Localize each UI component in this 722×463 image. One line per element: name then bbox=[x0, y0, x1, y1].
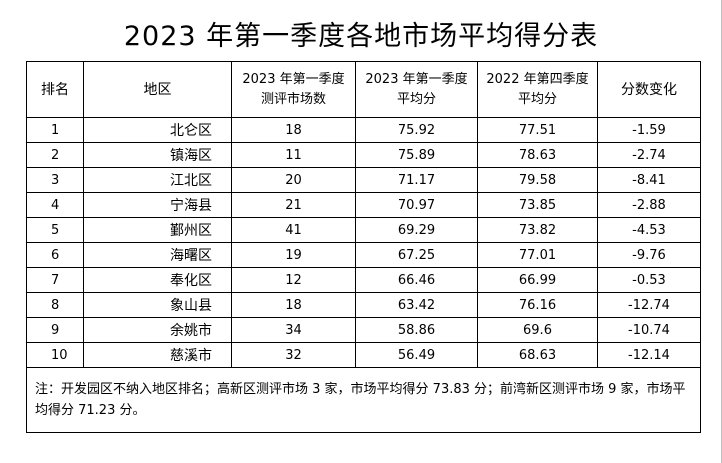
cell-region: 象山县 bbox=[83, 292, 232, 318]
page-title: 2023 年第一季度各地市场平均得分表 bbox=[123, 21, 599, 52]
cell-region: 余姚市 bbox=[83, 317, 232, 343]
cell-q4-average: 73.82 bbox=[477, 217, 598, 243]
cell-q4-average: 69.6 bbox=[477, 317, 598, 343]
table-row: 5 鄞州区 41 69.29 73.82 -4.53 bbox=[26, 217, 701, 243]
cell-score-change: -0.53 bbox=[597, 267, 701, 293]
cell-rank: 6 bbox=[26, 242, 84, 268]
cell-q1-average: 63.42 bbox=[355, 292, 478, 318]
cell-region: 北仑区 bbox=[83, 117, 232, 143]
table-row: 6 海曙区 19 67.25 77.01 -9.76 bbox=[26, 242, 701, 268]
table-row: 10 慈溪市 32 56.49 68.63 -12.14 bbox=[26, 342, 701, 368]
header-market-count-line1: 2023 年第一季度 bbox=[242, 71, 345, 87]
cell-rank: 10 bbox=[26, 342, 84, 368]
header-q4-average: 2022 年第四季度 平均分 bbox=[477, 61, 598, 118]
cell-score-change: -9.76 bbox=[597, 242, 701, 268]
cell-rank: 7 bbox=[26, 267, 84, 293]
cell-rank: 2 bbox=[26, 142, 84, 168]
cell-q4-average: 77.51 bbox=[477, 117, 598, 143]
cell-q1-average: 69.29 bbox=[355, 217, 478, 243]
cell-region: 慈溪市 bbox=[83, 342, 232, 368]
header-rank: 排名 bbox=[26, 61, 84, 118]
cell-rank: 9 bbox=[26, 317, 84, 343]
table-footer: 注：开发园区不纳入地区排名；高新区测评市场 3 家，市场平均得分 73.83 分… bbox=[26, 367, 701, 433]
cell-q1-average: 70.97 bbox=[355, 192, 478, 218]
header-score-change: 分数变化 bbox=[597, 61, 701, 118]
cell-q4-average: 79.58 bbox=[477, 167, 598, 193]
cell-market-count: 20 bbox=[231, 167, 356, 193]
table-row: 7 奉化区 12 66.46 66.99 -0.53 bbox=[26, 267, 701, 293]
header-q4-average-line1: 2022 年第四季度 bbox=[486, 71, 589, 87]
cell-market-count: 12 bbox=[231, 267, 356, 293]
header-q1-average-line1: 2023 年第一季度 bbox=[365, 71, 468, 87]
header-q1-average-line2: 平均分 bbox=[396, 91, 436, 107]
cell-q1-average: 56.49 bbox=[355, 342, 478, 368]
header-q4-average-line2: 平均分 bbox=[517, 91, 557, 107]
cell-rank: 4 bbox=[26, 192, 84, 218]
table-row: 2 镇海区 11 75.89 78.63 -2.74 bbox=[26, 142, 701, 168]
cell-q4-average: 76.16 bbox=[477, 292, 598, 318]
cell-q1-average: 71.17 bbox=[355, 167, 478, 193]
cell-score-change: -12.14 bbox=[597, 342, 701, 368]
cell-market-count: 18 bbox=[231, 117, 356, 143]
cell-market-count: 41 bbox=[231, 217, 356, 243]
cell-rank: 5 bbox=[26, 217, 84, 243]
header-market-count-line2: 测评市场数 bbox=[260, 91, 326, 107]
cell-score-change: -10.74 bbox=[597, 317, 701, 343]
cell-market-count: 18 bbox=[231, 292, 356, 318]
cell-q4-average: 77.01 bbox=[477, 242, 598, 268]
cell-q1-average: 66.46 bbox=[355, 267, 478, 293]
cell-q1-average: 58.86 bbox=[355, 317, 478, 343]
table-row: 9 余姚市 34 58.86 69.6 -10.74 bbox=[26, 317, 701, 343]
table-row: 1 北仑区 18 75.92 77.51 -1.59 bbox=[26, 117, 701, 143]
header-row: 排名 地区 2023 年第一季度 测评市场数 2023 年第一季度 平均分 20… bbox=[26, 61, 701, 118]
cell-q1-average: 67.25 bbox=[355, 242, 478, 268]
cell-region: 海曙区 bbox=[83, 242, 232, 268]
cell-rank: 3 bbox=[26, 167, 84, 193]
table-row: 4 宁海县 21 70.97 73.85 -2.88 bbox=[26, 192, 701, 218]
cell-region: 奉化区 bbox=[83, 267, 232, 293]
cell-score-change: -1.59 bbox=[597, 117, 701, 143]
table-body: 1 北仑区 18 75.92 77.51 -1.59 2 镇海区 11 75.8… bbox=[26, 117, 701, 368]
header-q1-average: 2023 年第一季度 平均分 bbox=[355, 61, 478, 118]
cell-market-count: 11 bbox=[231, 142, 356, 168]
cell-q1-average: 75.89 bbox=[355, 142, 478, 168]
header-market-count: 2023 年第一季度 测评市场数 bbox=[231, 61, 356, 118]
cell-region: 镇海区 bbox=[83, 142, 232, 168]
cell-q4-average: 68.63 bbox=[477, 342, 598, 368]
cell-rank: 8 bbox=[26, 292, 84, 318]
header-region: 地区 bbox=[83, 61, 232, 118]
cell-market-count: 21 bbox=[231, 192, 356, 218]
cell-score-change: -4.53 bbox=[597, 217, 701, 243]
cell-q1-average: 75.92 bbox=[355, 117, 478, 143]
cell-region: 鄞州区 bbox=[83, 217, 232, 243]
cell-market-count: 32 bbox=[231, 342, 356, 368]
score-table: 排名 地区 2023 年第一季度 测评市场数 2023 年第一季度 平均分 20… bbox=[26, 61, 701, 433]
cell-region: 宁海县 bbox=[83, 192, 232, 218]
table-row: 3 江北区 20 71.17 79.58 -8.41 bbox=[26, 167, 701, 193]
table-row: 8 象山县 18 63.42 76.16 -12.74 bbox=[26, 292, 701, 318]
cell-q4-average: 73.85 bbox=[477, 192, 598, 218]
table-note: 注：开发园区不纳入地区排名；高新区测评市场 3 家，市场平均得分 73.83 分… bbox=[26, 367, 701, 433]
cell-region: 江北区 bbox=[83, 167, 232, 193]
cell-q4-average: 66.99 bbox=[477, 267, 598, 293]
cell-score-change: -2.88 bbox=[597, 192, 701, 218]
cell-market-count: 19 bbox=[231, 242, 356, 268]
cell-market-count: 34 bbox=[231, 317, 356, 343]
cell-score-change: -8.41 bbox=[597, 167, 701, 193]
cell-q4-average: 78.63 bbox=[477, 142, 598, 168]
table-header: 排名 地区 2023 年第一季度 测评市场数 2023 年第一季度 平均分 20… bbox=[26, 61, 701, 118]
cell-score-change: -12.74 bbox=[597, 292, 701, 318]
cell-score-change: -2.74 bbox=[597, 142, 701, 168]
note-row: 注：开发园区不纳入地区排名；高新区测评市场 3 家，市场平均得分 73.83 分… bbox=[26, 367, 701, 433]
cell-rank: 1 bbox=[26, 117, 84, 143]
